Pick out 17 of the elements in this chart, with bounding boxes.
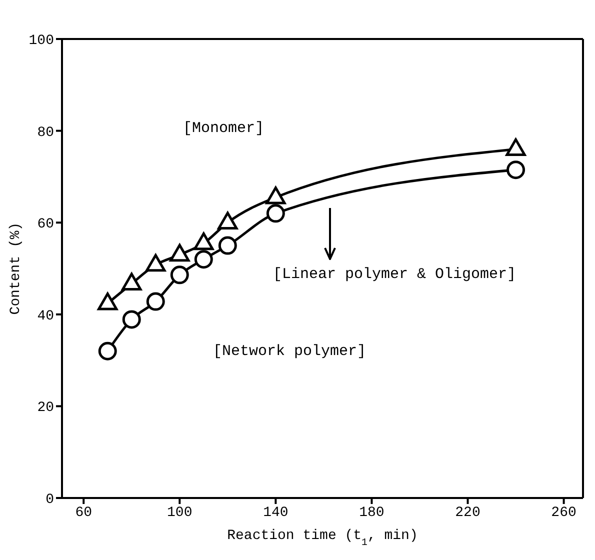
x-tick-label: 140 bbox=[263, 504, 288, 521]
x-axis-title: Reaction time (t$_{1}$, min) bbox=[227, 528, 418, 548]
x-tick-label: 180 bbox=[359, 504, 384, 521]
x-tick-label: 100 bbox=[167, 504, 192, 521]
annotation: [Monomer] bbox=[183, 120, 264, 137]
y-axis-title: Content (%) bbox=[8, 222, 24, 315]
x-tick-label: 260 bbox=[551, 504, 576, 521]
y-tick-label: 0 bbox=[46, 492, 54, 508]
y-tick-label: 60 bbox=[37, 216, 54, 233]
y-tick-label: 20 bbox=[37, 400, 54, 416]
y-tick-label: 40 bbox=[37, 308, 54, 324]
y-tick-label: 80 bbox=[37, 124, 54, 141]
x-tick-label: 60 bbox=[75, 504, 92, 521]
annotation: [Network polymer] bbox=[213, 343, 366, 360]
annotation: [Linear polymer & Oligomer] bbox=[273, 266, 516, 283]
x-tick-label: 220 bbox=[455, 504, 480, 521]
y-tick-label: 100 bbox=[28, 32, 54, 49]
